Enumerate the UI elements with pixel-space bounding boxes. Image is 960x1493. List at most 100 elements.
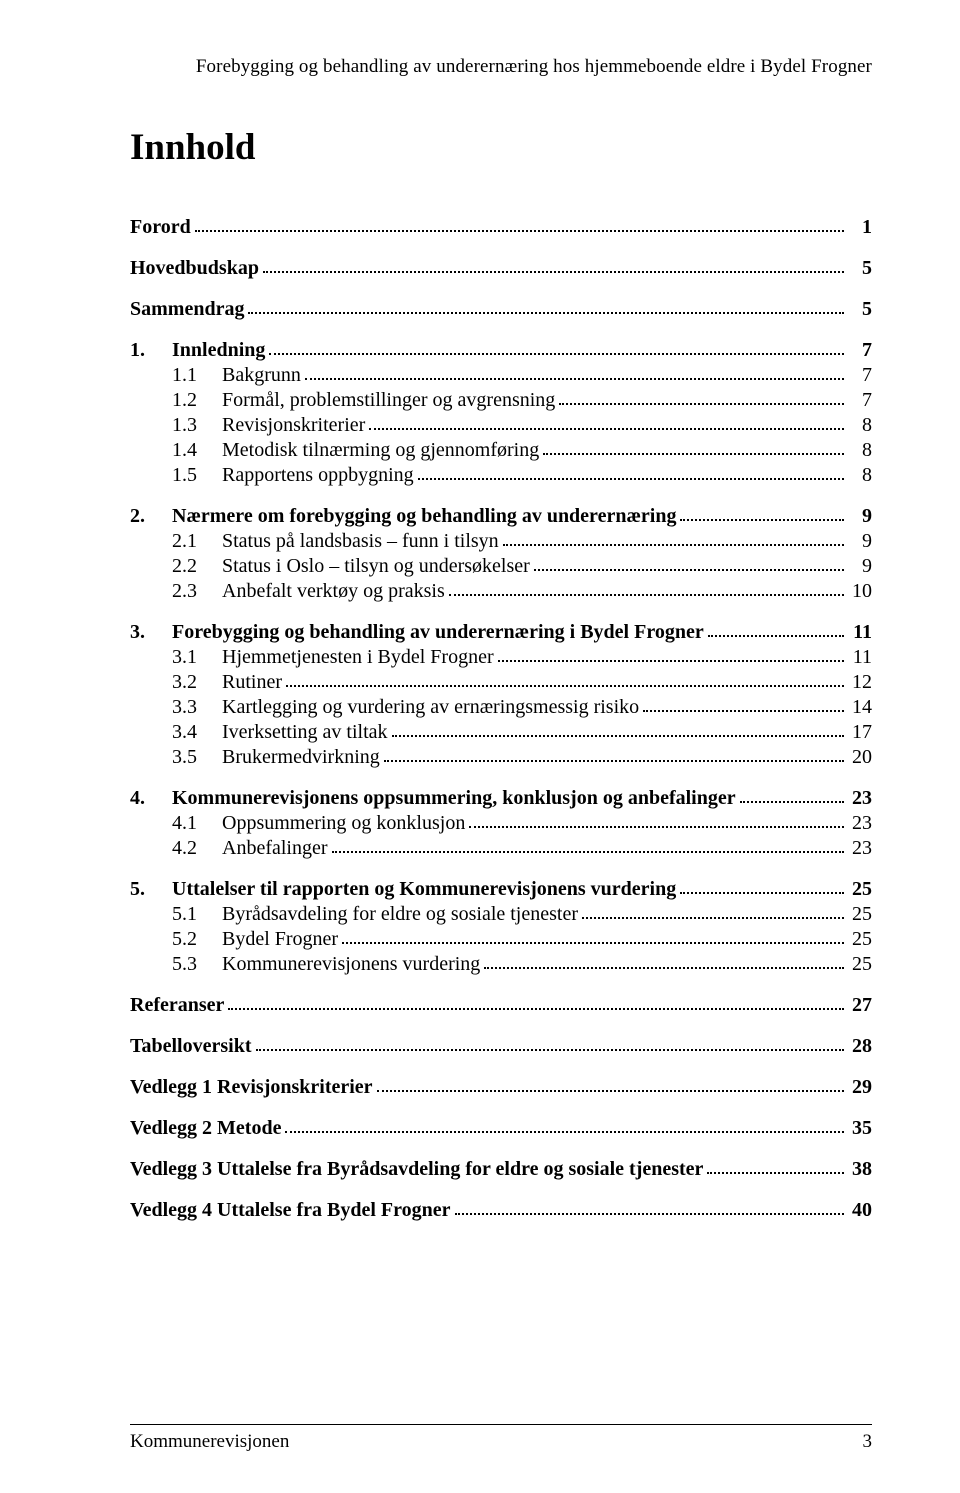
toc-entry: Vedlegg 3 Uttalelse fra Byrådsavdeling f…	[130, 1157, 872, 1182]
toc-leader-dots	[269, 353, 844, 355]
toc-entry-label: Iverksetting av tiltak	[222, 720, 388, 745]
toc-entry: 5.1 Byrådsavdeling for eldre og sosiale …	[130, 902, 872, 927]
toc-entry: 5.2 Bydel Frogner25	[130, 927, 872, 952]
toc-entry-label: Forebygging og behandling av underernæri…	[172, 620, 704, 645]
toc-entry-label: Status på landsbasis – funn i tilsyn	[222, 529, 499, 554]
toc-entry-number: 4.1	[130, 811, 222, 836]
toc-entry: 2.3 Anbefalt verktøy og praksis 10	[130, 579, 872, 604]
toc-entry-label: Anbefalinger	[222, 836, 328, 861]
toc-leader-dots	[305, 378, 844, 380]
toc-entry: 3.1 Hjemmetjenesten i Bydel Frogner11	[130, 645, 872, 670]
toc-entry-label: Anbefalt verktøy og praksis	[222, 579, 445, 604]
toc-leader-dots	[543, 453, 844, 455]
toc-entry-label: Status i Oslo – tilsyn og undersøkelser	[222, 554, 530, 579]
toc-entry-page: 7	[848, 388, 872, 413]
toc-entry-label: Rapportens oppbygning	[222, 463, 414, 488]
footer-left: Kommunerevisjonen	[130, 1431, 289, 1453]
toc-entry-page: 7	[848, 363, 872, 388]
toc-entry-number: 2.3	[130, 579, 222, 604]
toc-leader-dots	[342, 942, 844, 944]
toc-leader-dots	[455, 1213, 845, 1215]
toc-leader-dots	[256, 1049, 845, 1051]
toc-entry: 4.1 Oppsummering og konklusjon 23	[130, 811, 872, 836]
toc-entry-number: 5.2	[130, 927, 222, 952]
toc-entry-label: Byrådsavdeling for eldre og sosiale tjen…	[222, 902, 578, 927]
toc-entry-label: Nærmere om forebygging og behandling av …	[172, 504, 676, 529]
toc-entry-label: Innledning	[172, 338, 265, 363]
toc-leader-dots	[286, 685, 844, 687]
toc-entry-number: 1.5	[130, 463, 222, 488]
toc-entry-label: Bakgrunn	[222, 363, 301, 388]
footer-page-number: 3	[863, 1431, 873, 1453]
toc-entry: 1.4 Metodisk tilnærming og gjennomføring…	[130, 438, 872, 463]
toc-entry-page: 28	[848, 1034, 872, 1059]
toc-leader-dots	[559, 403, 844, 405]
toc-entry-label: Brukermedvirkning	[222, 745, 380, 770]
toc-entry: Forord1	[130, 215, 872, 240]
toc-entry-page: 7	[848, 338, 872, 363]
toc-leader-dots	[392, 735, 844, 737]
toc-entry-page: 23	[848, 811, 872, 836]
toc-entry: Vedlegg 4 Uttalelse fra Bydel Frogner40	[130, 1198, 872, 1223]
toc-entry-number: 1.	[130, 338, 172, 363]
toc-entry-label: Kommunerevisjonens oppsummering, konklus…	[172, 786, 736, 811]
toc-entry-page: 9	[848, 554, 872, 579]
table-of-contents: Forord1Hovedbudskap5Sammendrag51.Innledn…	[130, 199, 872, 1384]
toc-entry-page: 35	[848, 1116, 872, 1141]
toc-entry: Vedlegg 2 Metode35	[130, 1116, 872, 1141]
toc-leader-dots	[534, 569, 844, 571]
toc-entry-number: 5.3	[130, 952, 222, 977]
toc-leader-dots	[228, 1008, 844, 1010]
toc-entry-page: 8	[848, 438, 872, 463]
toc-entry-label: Hovedbudskap	[130, 256, 259, 281]
toc-entry-page: 1	[848, 215, 872, 240]
toc-entry-label: Kartlegging og vurdering av ernæringsmes…	[222, 695, 639, 720]
toc-leader-dots	[503, 544, 844, 546]
toc-entry-page: 5	[848, 297, 872, 322]
page-footer: Kommunerevisjonen 3	[130, 1424, 872, 1453]
toc-entry: 2.1 Status på landsbasis – funn i tilsyn…	[130, 529, 872, 554]
toc-entry-page: 5	[848, 256, 872, 281]
toc-entry-label: Rutiner	[222, 670, 282, 695]
toc-entry: 2.2 Status i Oslo – tilsyn og undersøkel…	[130, 554, 872, 579]
toc-entry-number: 3.	[130, 620, 172, 645]
toc-entry-label: Formål, problemstillinger og avgrensning	[222, 388, 555, 413]
toc-entry: 5.Uttalelser til rapporten og Kommunerev…	[130, 877, 872, 902]
toc-entry: 4.2 Anbefalinger 23	[130, 836, 872, 861]
toc-entry-page: 27	[848, 993, 872, 1018]
toc-leader-dots	[680, 519, 844, 521]
toc-entry-label: Referanser	[130, 993, 224, 1018]
toc-entry-page: 23	[848, 836, 872, 861]
toc-entry-page: 25	[848, 927, 872, 952]
toc-entry-number: 3.2	[130, 670, 222, 695]
toc-leader-dots	[263, 271, 844, 273]
toc-entry-page: 38	[848, 1157, 872, 1182]
toc-entry-number: 2.1	[130, 529, 222, 554]
toc-leader-dots	[582, 917, 844, 919]
toc-leader-dots	[740, 801, 844, 803]
toc-entry-page: 29	[848, 1075, 872, 1100]
toc-entry: Tabelloversikt 28	[130, 1034, 872, 1059]
toc-leader-dots	[680, 892, 844, 894]
toc-entry-page: 10	[848, 579, 872, 604]
toc-entry-number: 1.4	[130, 438, 222, 463]
toc-entry-label: Oppsummering og konklusjon	[222, 811, 465, 836]
toc-entry-label: Revisjonskriterier	[222, 413, 365, 438]
toc-entry-label: Vedlegg 1 Revisjonskriterier	[130, 1075, 373, 1100]
toc-entry-label: Tabelloversikt	[130, 1034, 252, 1059]
toc-entry: 3.4 Iverksetting av tiltak17	[130, 720, 872, 745]
toc-leader-dots	[377, 1090, 844, 1092]
toc-entry: 1.2 Formål, problemstillinger og avgrens…	[130, 388, 872, 413]
toc-entry-label: Metodisk tilnærming og gjennomføring	[222, 438, 539, 463]
toc-entry: 2.Nærmere om forebygging og behandling a…	[130, 504, 872, 529]
toc-entry: 3.2 Rutiner12	[130, 670, 872, 695]
toc-entry-number: 4.2	[130, 836, 222, 861]
toc-entry-label: Vedlegg 4 Uttalelse fra Bydel Frogner	[130, 1198, 451, 1223]
toc-entry-page: 25	[848, 902, 872, 927]
toc-entry: 3.3 Kartlegging og vurdering av ernæring…	[130, 695, 872, 720]
toc-leader-dots	[484, 967, 844, 969]
toc-entry-page: 9	[848, 529, 872, 554]
document-page: Forebygging og behandling av underernæri…	[0, 0, 960, 1493]
toc-entry: 1.3 Revisjonskriterier8	[130, 413, 872, 438]
toc-entry: 1.5 Rapportens oppbygning8	[130, 463, 872, 488]
